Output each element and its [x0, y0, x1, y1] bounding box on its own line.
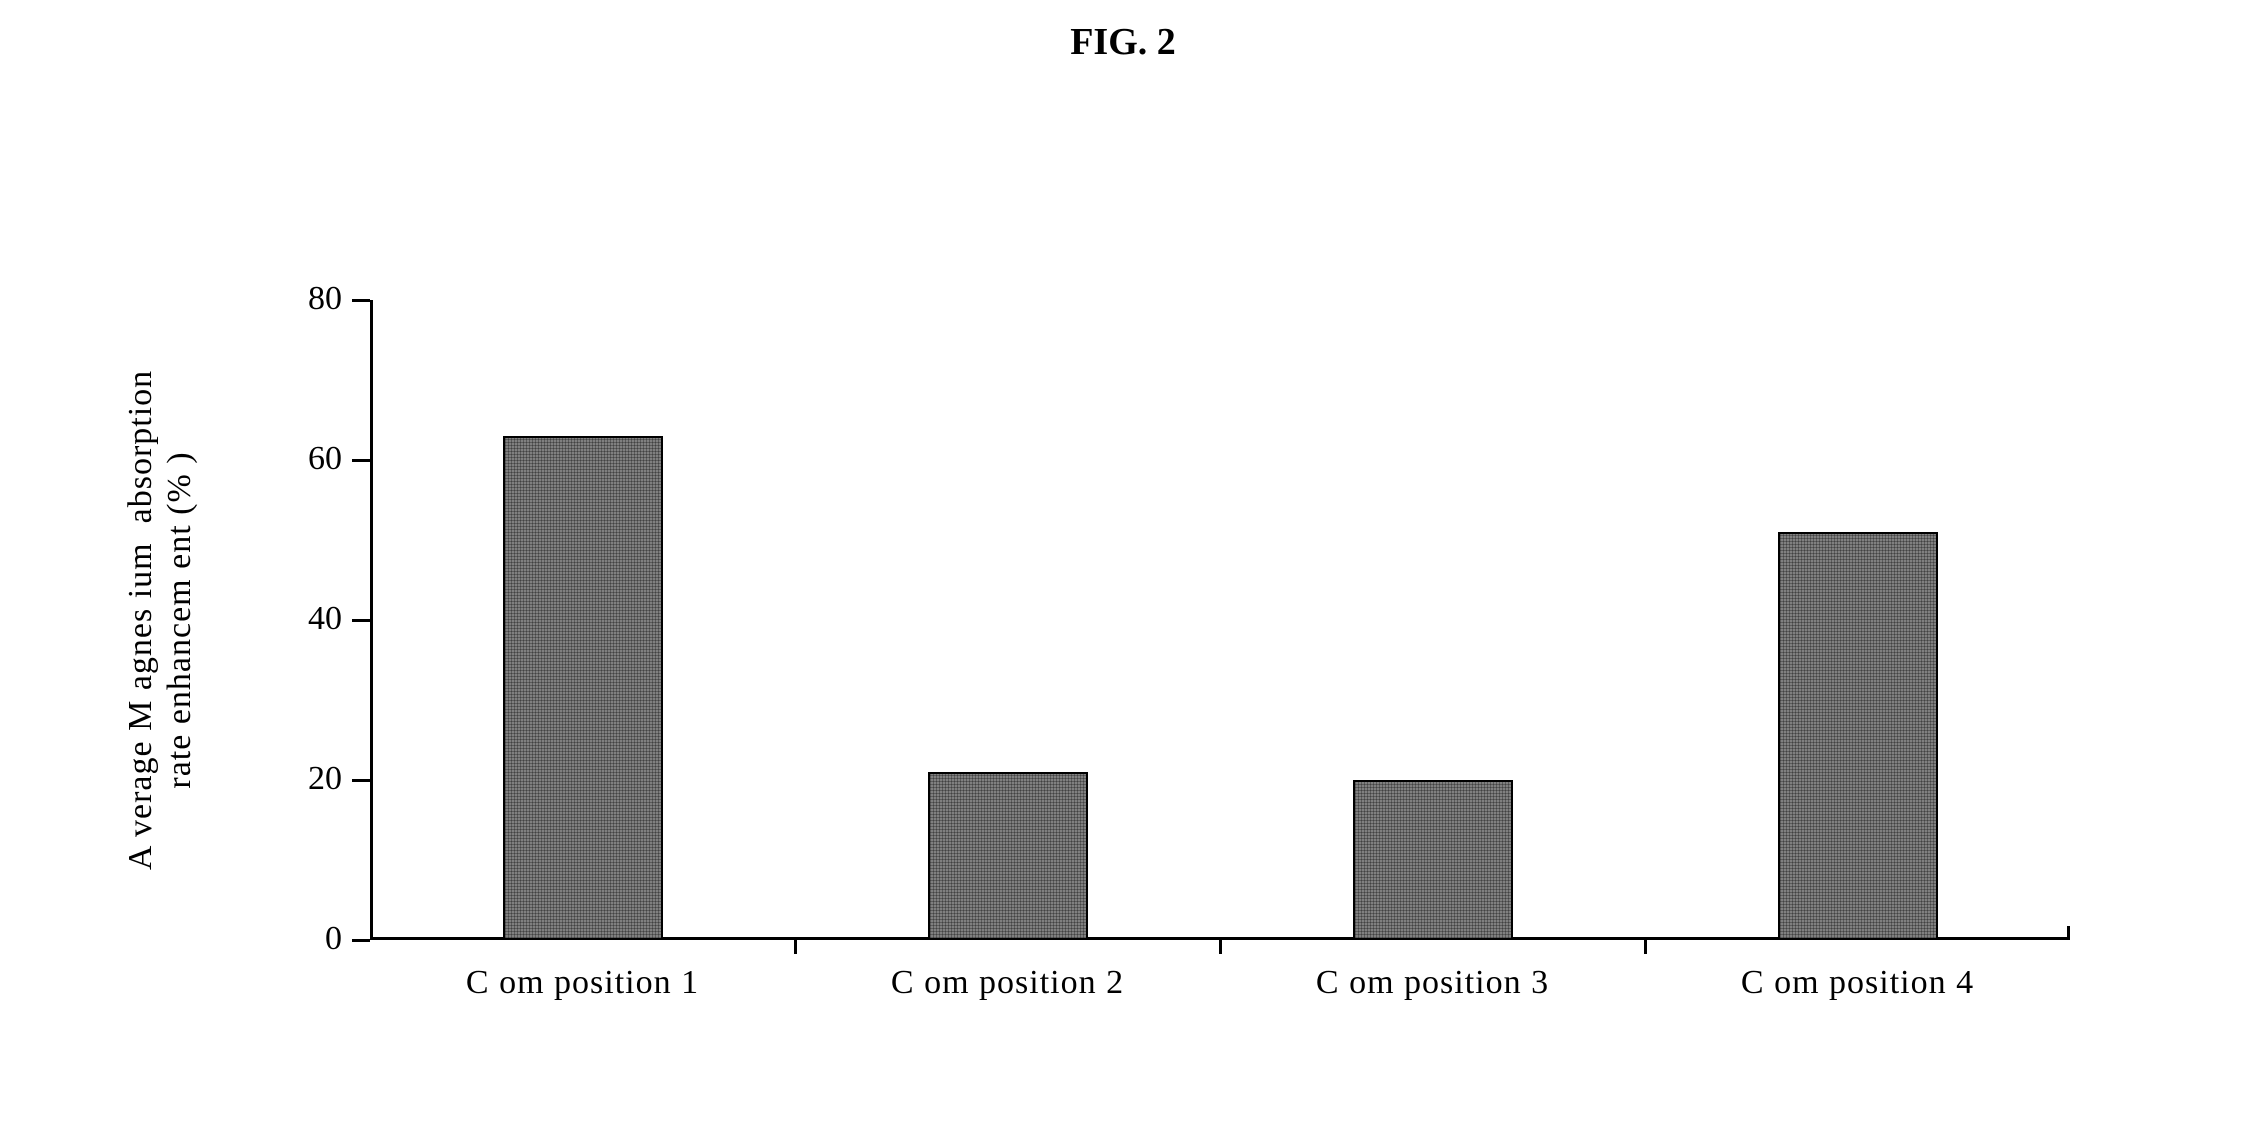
x-axis-end-tick	[2067, 926, 2070, 940]
figure-title: FIG. 2	[0, 20, 2246, 64]
bar	[1353, 780, 1513, 940]
x-tick-label: C om position 1	[383, 964, 783, 1002]
y-tick-label: 60	[282, 440, 342, 478]
y-axis-label-line2: rate enhancem ent (% )	[161, 451, 198, 788]
x-tick	[1644, 940, 1647, 954]
y-tick	[352, 459, 370, 462]
y-tick	[352, 299, 370, 302]
bar	[928, 772, 1088, 940]
y-tick-label: 0	[282, 920, 342, 958]
bar-chart: 020406080C om position 1C om position 2C…	[370, 300, 2070, 940]
y-tick-label: 20	[282, 760, 342, 798]
y-tick	[352, 939, 370, 942]
y-tick-label: 40	[282, 600, 342, 638]
x-tick-label: C om position 2	[808, 964, 1208, 1002]
x-tick-label: C om position 4	[1658, 964, 2058, 1002]
y-tick	[352, 619, 370, 622]
x-tick-label: C om position 3	[1233, 964, 1633, 1002]
y-axis-label: A verage M agnes ium absorption rate enh…	[121, 370, 199, 870]
bar	[1778, 532, 1938, 940]
x-tick	[1219, 940, 1222, 954]
bar	[503, 436, 663, 940]
y-axis-label-line1: A verage M agnes ium absorption	[122, 370, 159, 870]
x-tick	[794, 940, 797, 954]
y-axis	[370, 300, 373, 940]
y-tick	[352, 779, 370, 782]
figure-container: { "figure": { "title": "FIG. 2", "title_…	[0, 0, 2246, 1133]
plot-area: 020406080C om position 1C om position 2C…	[370, 300, 2070, 940]
y-tick-label: 80	[282, 280, 342, 318]
